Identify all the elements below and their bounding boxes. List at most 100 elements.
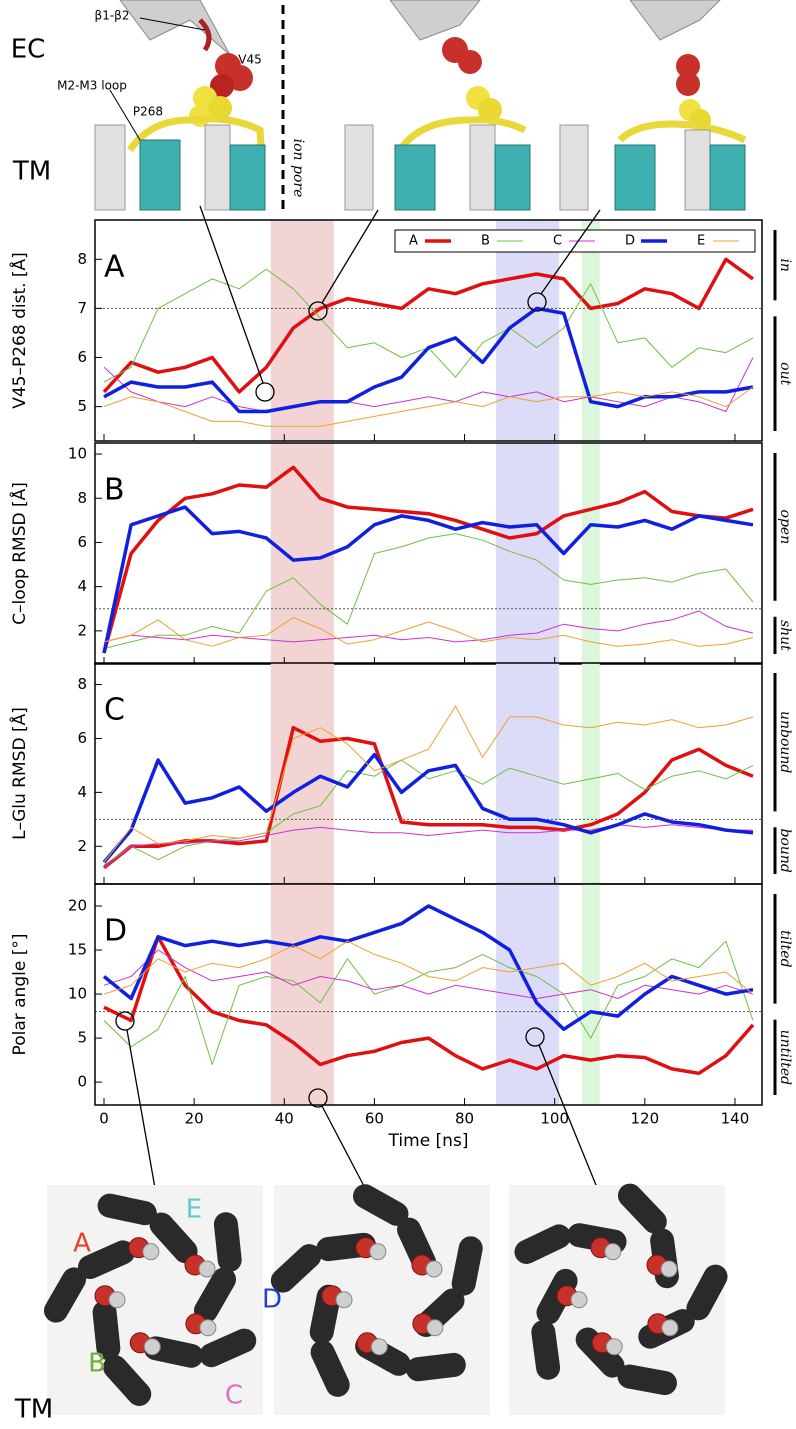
- y-tick-label: 8: [77, 250, 87, 268]
- helix: [494, 144, 531, 211]
- y-tick-label: 0: [77, 1073, 87, 1091]
- y-axis-label: Polar angle [°]: [10, 934, 30, 1056]
- callout-circle: [527, 292, 547, 312]
- panel-label: C: [104, 693, 125, 728]
- helix-cylinder: [686, 1264, 728, 1321]
- helix-cylinder: [194, 1267, 236, 1323]
- panel-label: A: [104, 250, 125, 285]
- atom: [605, 1338, 623, 1356]
- helix: [469, 124, 496, 211]
- callout-line: [540, 209, 601, 295]
- helix: [94, 124, 126, 211]
- helix: [344, 124, 374, 211]
- p268-atom: [478, 98, 502, 122]
- p268-atom: [208, 96, 232, 120]
- m2m3-loop: [617, 120, 747, 144]
- shaded-span: [270, 884, 334, 1105]
- atom: [199, 1319, 217, 1337]
- pointer: [109, 89, 141, 141]
- helix: [394, 144, 436, 211]
- series-line: [102, 465, 754, 654]
- y-tick-label: 2: [77, 621, 87, 639]
- v45-atom: [676, 72, 700, 96]
- legend-label: E: [697, 234, 705, 249]
- series-line: [103, 386, 754, 427]
- y-axis-label: L–Glu RMSD [Å]: [8, 707, 30, 840]
- v45-atom: [676, 54, 700, 78]
- series-line: [102, 505, 754, 654]
- helix-cylinder: [531, 1320, 561, 1380]
- series-line: [102, 752, 754, 864]
- callout-circle: [115, 1011, 135, 1031]
- region-label: bound: [777, 828, 793, 872]
- series-line: [103, 949, 754, 999]
- plot-frame: [94, 219, 763, 442]
- subunit-label: E: [186, 1195, 202, 1225]
- legend-label: D: [625, 234, 635, 249]
- annotation: P268: [133, 105, 163, 119]
- legend-label: A: [409, 234, 418, 249]
- series-line: [102, 904, 754, 1032]
- helix: [709, 144, 746, 211]
- panel-label: D: [104, 914, 127, 949]
- helix: [139, 139, 181, 211]
- series-line: [103, 940, 754, 995]
- helix-cylinder: [270, 1244, 322, 1293]
- y-tick-label: 15: [68, 941, 87, 959]
- series-line: [103, 268, 754, 383]
- subunit-label: A: [73, 1229, 91, 1259]
- x-tick-label: 60: [365, 1110, 384, 1128]
- series-line: [102, 257, 755, 394]
- y-tick-label: 6: [77, 729, 87, 747]
- x-tick-label: 40: [275, 1110, 294, 1128]
- callout-line: [126, 1029, 156, 1189]
- y-tick-label: 7: [77, 299, 87, 317]
- helix-cylinder: [213, 1212, 242, 1273]
- y-tick-label: 4: [77, 783, 87, 801]
- region-label: shut: [777, 620, 793, 651]
- atom: [370, 1338, 388, 1356]
- callout-circle: [308, 301, 328, 321]
- annotation: ion pore: [290, 139, 306, 198]
- x-tick-label: 20: [185, 1110, 204, 1128]
- atom: [108, 1291, 126, 1309]
- atom: [142, 1243, 160, 1261]
- atom: [335, 1291, 353, 1309]
- series-line: [103, 759, 754, 866]
- region-label: in: [777, 258, 793, 272]
- pore-top-views: [43, 1183, 728, 1415]
- y-tick-label: 8: [77, 489, 87, 507]
- subunit-label: B: [88, 1349, 106, 1379]
- callout-circle: [525, 1027, 545, 1047]
- series-line: [103, 824, 753, 869]
- atom: [660, 1260, 678, 1278]
- y-tick-label: 6: [77, 533, 87, 551]
- shaded-span: [496, 443, 560, 664]
- x-tick-label: 120: [631, 1110, 660, 1128]
- shaded-span: [581, 443, 600, 664]
- plot-frame: [94, 883, 763, 1106]
- m2m3-loop: [397, 116, 527, 153]
- y-axis-label: C–loop RMSD [Å]: [8, 482, 30, 625]
- legend-label: B: [481, 234, 490, 249]
- callouts: [115, 205, 601, 1191]
- atom: [661, 1319, 679, 1337]
- helix-cylinder: [97, 1193, 157, 1226]
- callout-line: [321, 209, 379, 304]
- region-label: out: [777, 362, 793, 385]
- beta-sheet: [119, 0, 231, 56]
- v45-atom: [210, 74, 234, 98]
- series-line: [103, 705, 754, 863]
- shaded-span: [581, 220, 600, 441]
- m2m3-loop: [127, 115, 266, 161]
- atom: [198, 1260, 216, 1278]
- helix-cylinder: [451, 1236, 483, 1296]
- helix-cylinder: [406, 1352, 466, 1382]
- atom: [426, 1319, 444, 1337]
- beta-sheet: [629, 0, 721, 41]
- loop: [198, 18, 212, 52]
- panel-label: B: [104, 473, 125, 508]
- x-tick-label: 100: [540, 1110, 569, 1128]
